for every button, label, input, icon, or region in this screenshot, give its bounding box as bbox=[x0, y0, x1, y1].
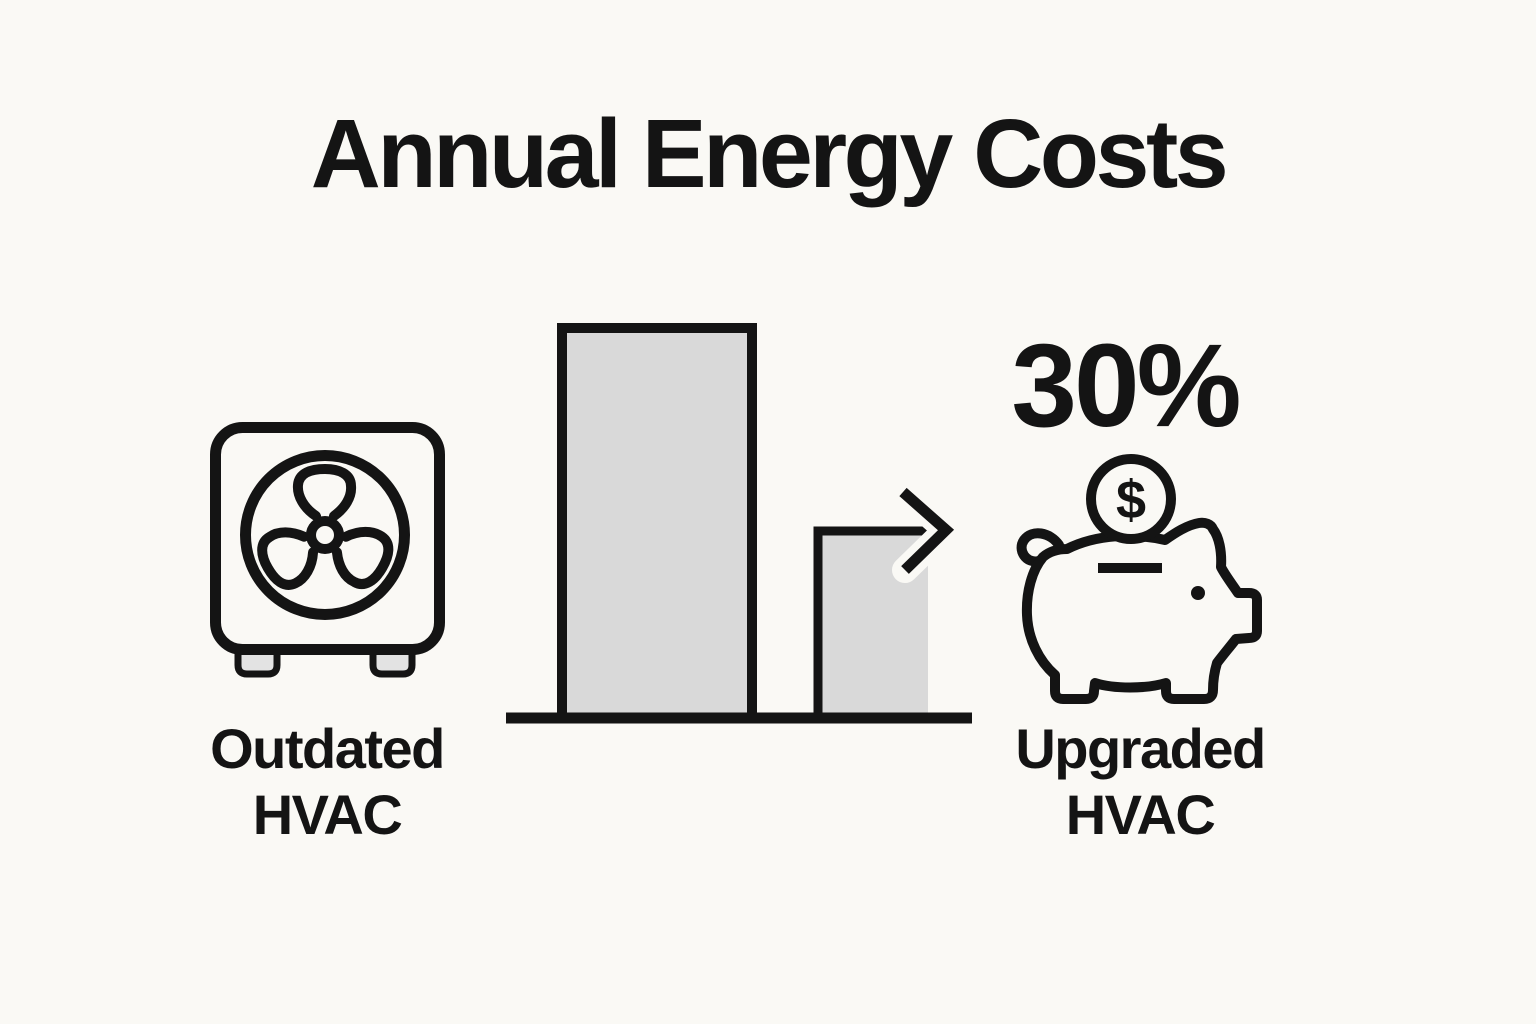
bar-chart bbox=[506, 323, 972, 724]
pig-body bbox=[1021, 517, 1262, 704]
pig-eye bbox=[1191, 586, 1205, 600]
upgraded-hvac-label: Upgraded HVAC bbox=[945, 716, 1335, 848]
bar-outdated bbox=[557, 323, 757, 723]
dollar-sign: $ bbox=[1116, 470, 1146, 530]
hvac-cabinet-outline bbox=[210, 422, 445, 655]
hvac-unit-icon bbox=[210, 422, 445, 678]
label-line-2: HVAC bbox=[1065, 783, 1216, 846]
savings-badge: 30% bbox=[1011, 320, 1241, 452]
fan-icon bbox=[257, 464, 394, 590]
hvac-foot-left bbox=[234, 646, 281, 678]
fan-hub bbox=[306, 516, 344, 554]
piggy-bank-icon: $ bbox=[1016, 454, 1262, 704]
hvac-foot-right bbox=[369, 646, 416, 678]
outdated-hvac-label: Outdated HVAC bbox=[132, 716, 522, 848]
fan-blade bbox=[257, 527, 319, 590]
right-arrow-icon bbox=[899, 487, 955, 574]
label-line-1: Outdated bbox=[210, 717, 445, 780]
fan-blade bbox=[292, 464, 357, 521]
fan-blade bbox=[331, 526, 394, 590]
label-line-2: HVAC bbox=[252, 783, 403, 846]
bar-upgraded-outline bbox=[813, 526, 944, 718]
pig-tail bbox=[1016, 528, 1064, 567]
label-line-1: Upgraded bbox=[1015, 717, 1266, 780]
page-title: Annual Energy Costs bbox=[310, 99, 1229, 208]
fan-ring bbox=[240, 450, 410, 620]
coin-icon bbox=[1086, 454, 1176, 544]
